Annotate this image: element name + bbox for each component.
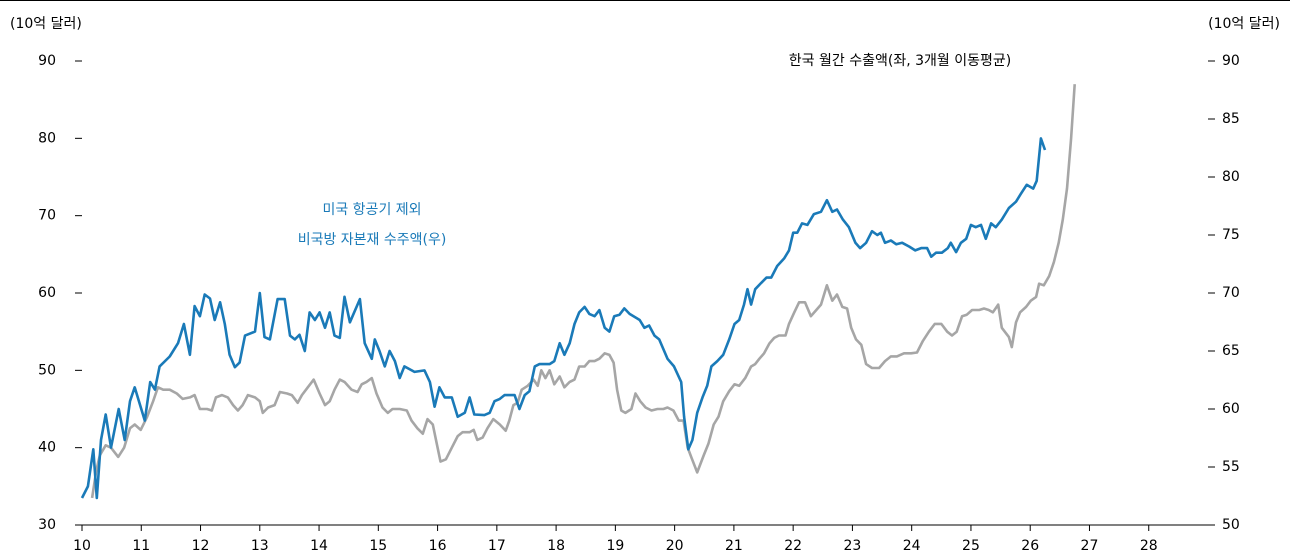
x-tick-label: 20 [666,538,684,554]
y2-tick-label: 85 [1222,111,1240,127]
y2-tick-label: 65 [1222,343,1240,359]
y-tick-label: 50 [38,362,56,378]
y2-tick-label: 90 [1222,53,1240,69]
x-tick-label: 19 [606,538,624,554]
y-tick-label: 40 [38,440,56,456]
y2-tick-label: 75 [1222,227,1240,243]
x-tick-label: 13 [251,538,269,554]
x-tick-label: 17 [488,538,506,554]
x-tick-label: 23 [844,538,862,554]
y2-tick-label: 50 [1222,517,1240,533]
series-line [90,84,1076,499]
x-tick-label: 28 [1140,538,1158,554]
series-line [80,137,1047,500]
x-tick-label: 12 [192,538,210,554]
x-tick-label: 24 [903,538,921,554]
y-tick-label: 60 [38,285,56,301]
series-label: 비국방 자본재 수주액(우) [298,232,447,248]
series-label: 한국 월간 수출액(좌, 3개월 이동평균) [789,53,1011,69]
y-axis-label: (10억 달러) [10,16,82,32]
y2-tick-label: 70 [1222,285,1240,301]
x-tick-label: 15 [369,538,387,554]
y-tick-label: 90 [38,53,56,69]
y-tick-label: 80 [38,130,56,146]
x-tick-label: 27 [1081,538,1099,554]
x-tick-label: 26 [1021,538,1039,554]
x-tick-label: 11 [132,538,150,554]
x-tick-label: 22 [784,538,802,554]
x-tick-label: 25 [962,538,980,554]
y2-tick-label: 80 [1222,169,1240,185]
y2-tick-label: 60 [1222,401,1240,417]
y-tick-label: 30 [38,517,56,533]
x-tick-label: 16 [429,538,447,554]
x-tick-label: 21 [725,538,743,554]
y-tick-label: 70 [38,208,56,224]
series-label: 미국 항공기 제외 [322,202,421,218]
x-tick-label: 10 [73,538,91,554]
y2-tick-label: 55 [1222,459,1240,475]
x-tick-label: 18 [547,538,565,554]
y2-axis-label: (10억 달러) [1208,16,1280,32]
x-tick-label: 14 [310,538,328,554]
